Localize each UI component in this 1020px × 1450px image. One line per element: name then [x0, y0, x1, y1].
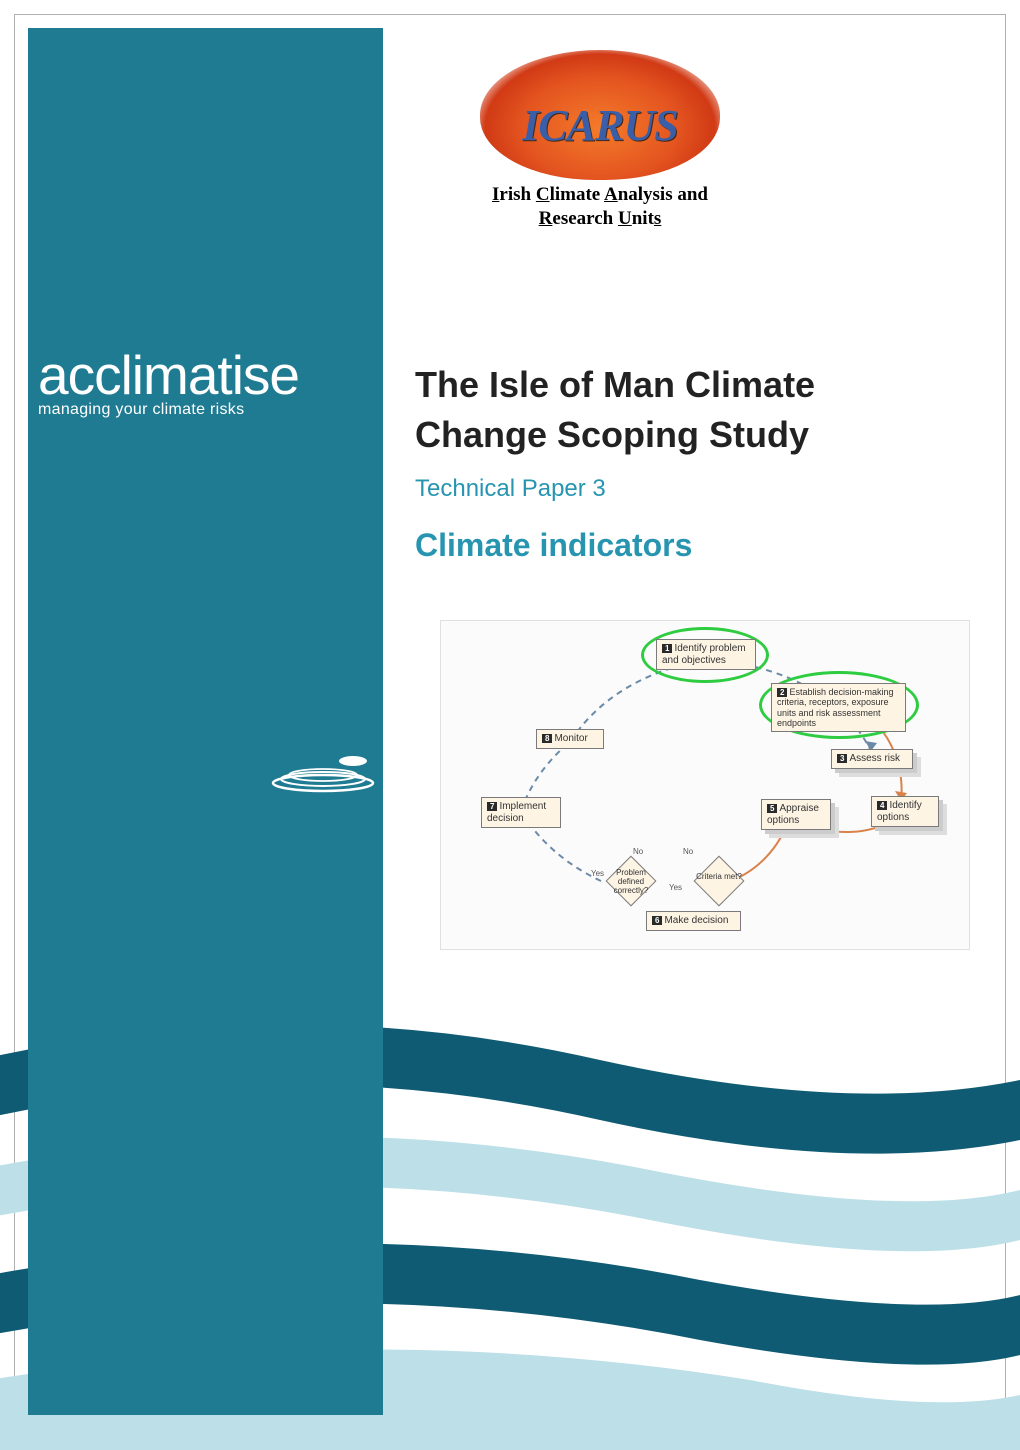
flow-label-yes1: Yes: [591, 869, 604, 878]
icarus-name: ICARUS: [490, 100, 710, 151]
flow-node-5: 5Appraise options: [761, 799, 831, 830]
flow-node-4: 4Identify options: [871, 796, 939, 827]
title-block: The Isle of Man Climate Change Scoping S…: [415, 360, 975, 564]
flowchart-diagram: 1Identify problem and objectives 2Establ…: [440, 620, 970, 950]
icarus-subtitle-line1: Irish Climate Analysis and: [450, 184, 750, 206]
icarus-subtitle-line2: Research Units: [450, 208, 750, 230]
flow-label-no2: No: [683, 847, 693, 856]
main-title: The Isle of Man Climate Change Scoping S…: [415, 360, 975, 461]
flow-label-yes2: Yes: [669, 883, 682, 892]
subtitle: Technical Paper 3: [415, 475, 975, 503]
acclimatise-swirl-icon: [268, 753, 378, 793]
flow-node-1: 1Identify problem and objectives: [656, 639, 756, 670]
flow-diamond-1-label: Problem defined correctly?: [603, 869, 659, 895]
left-panel: acclimatise managing your climate risks: [28, 28, 383, 1415]
flow-node-2: 2Establish decision-making criteria, rec…: [771, 683, 906, 732]
flow-node-3: 3Assess risk: [831, 749, 913, 769]
acclimatise-logo: acclimatise managing your climate risks: [38, 348, 373, 419]
flow-node-7: 7Implement decision: [481, 797, 561, 828]
acclimatise-tagline: managing your climate risks: [38, 401, 373, 419]
flow-node-8: 8Monitor: [536, 729, 604, 749]
flow-diamond-2-label: Criteria met?: [693, 873, 745, 882]
icarus-logo: ICARUS Irish Climate Analysis and Resear…: [450, 50, 750, 240]
flow-node-6: 6Make decision: [646, 911, 741, 931]
section-title: Climate indicators: [415, 527, 975, 564]
acclimatise-name: acclimatise: [38, 348, 373, 403]
flow-label-no1: No: [633, 847, 643, 856]
